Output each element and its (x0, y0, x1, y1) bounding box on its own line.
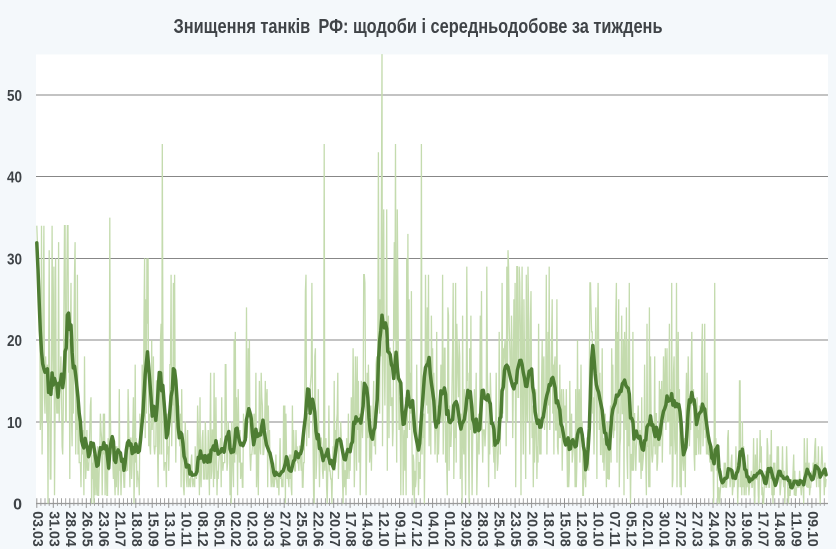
svg-text:21.07: 21.07 (111, 511, 128, 547)
svg-text:20.07: 20.07 (326, 511, 343, 547)
svg-text:23.06: 23.06 (95, 511, 112, 547)
svg-text:03.03: 03.03 (29, 511, 46, 547)
svg-text:07.12: 07.12 (408, 511, 425, 547)
svg-text:23.05: 23.05 (507, 511, 524, 547)
svg-text:24.04: 24.04 (705, 511, 722, 547)
svg-text:02.01: 02.01 (639, 511, 656, 547)
svg-text:10.11: 10.11 (177, 511, 194, 547)
svg-text:18.08: 18.08 (128, 511, 145, 547)
svg-text:27.02: 27.02 (672, 511, 689, 547)
svg-text:02.03: 02.03 (243, 511, 260, 547)
svg-text:17.07: 17.07 (755, 511, 772, 547)
svg-text:28.03: 28.03 (474, 511, 491, 547)
svg-text:14.08: 14.08 (771, 511, 788, 547)
svg-text:14.09: 14.09 (359, 511, 376, 547)
svg-text:27.03: 27.03 (689, 511, 706, 547)
svg-text:22.05: 22.05 (722, 511, 739, 547)
svg-text:29.02: 29.02 (458, 511, 475, 547)
svg-text:12.09: 12.09 (573, 511, 590, 547)
svg-text:26.05: 26.05 (78, 511, 95, 547)
svg-text:10: 10 (7, 415, 22, 432)
svg-text:02.02: 02.02 (227, 511, 244, 547)
svg-text:19.06: 19.06 (738, 511, 755, 547)
svg-text:30.03: 30.03 (260, 511, 277, 547)
svg-text:12.10: 12.10 (375, 511, 392, 547)
svg-text:11.09: 11.09 (788, 511, 805, 547)
svg-text:04.01: 04.01 (425, 511, 442, 547)
svg-text:31.03: 31.03 (45, 511, 62, 547)
svg-text:25.04: 25.04 (491, 511, 508, 547)
svg-text:15.09: 15.09 (144, 511, 161, 547)
svg-text:09.10: 09.10 (804, 511, 821, 547)
svg-text:28.04: 28.04 (62, 511, 79, 547)
svg-text:10.10: 10.10 (590, 511, 607, 547)
svg-text:0: 0 (13, 497, 22, 514)
svg-text:01.02: 01.02 (441, 511, 458, 547)
svg-text:15.08: 15.08 (557, 511, 574, 547)
svg-text:18.07: 18.07 (540, 511, 557, 547)
svg-text:08.12: 08.12 (194, 511, 211, 547)
svg-text:09.11: 09.11 (392, 511, 409, 547)
svg-text:13.10: 13.10 (161, 511, 178, 547)
svg-text:20: 20 (7, 333, 22, 350)
svg-text:22.06: 22.06 (309, 511, 326, 547)
svg-text:05.01: 05.01 (210, 511, 227, 547)
svg-text:30.01: 30.01 (656, 511, 673, 547)
svg-text:30: 30 (7, 251, 22, 268)
svg-text:50: 50 (7, 88, 22, 105)
svg-text:Знищення танків РФ: щодоби і с: Знищення танків РФ: щодоби і середньодоб… (174, 16, 663, 38)
svg-text:25.05: 25.05 (293, 511, 310, 547)
svg-text:20.06: 20.06 (524, 511, 541, 547)
svg-text:17.08: 17.08 (342, 511, 359, 547)
svg-text:40: 40 (7, 170, 22, 187)
svg-text:07.11: 07.11 (606, 511, 623, 547)
svg-text:27.04: 27.04 (276, 511, 293, 547)
svg-text:05.12: 05.12 (623, 511, 640, 547)
